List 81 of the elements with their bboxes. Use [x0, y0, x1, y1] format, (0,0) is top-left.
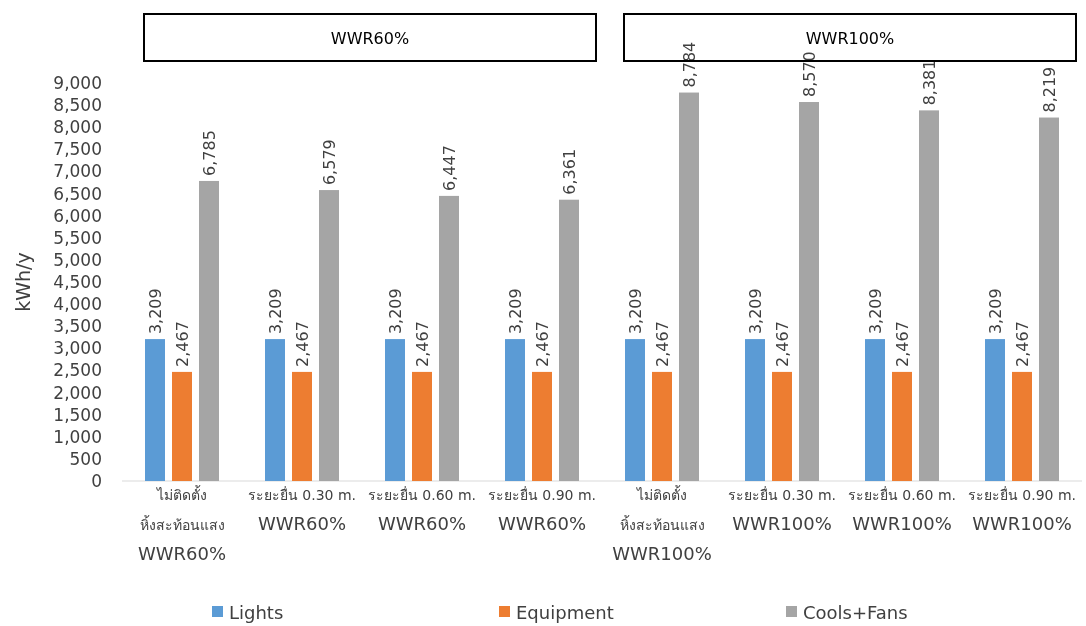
y-tick-label: 6,500 — [53, 183, 102, 204]
bar — [292, 371, 312, 481]
text: WWR60% — [330, 29, 410, 48]
y-tick-label: 5,000 — [53, 249, 102, 270]
bar — [439, 195, 459, 481]
y-tick-label: 2,500 — [53, 360, 102, 381]
y-tick-label: 7,500 — [53, 139, 102, 160]
bar — [505, 339, 525, 481]
data-label: 3,209 — [506, 288, 525, 335]
data-label: 6,447 — [440, 145, 459, 191]
y-tick-label: 8,500 — [53, 95, 102, 116]
data-label: 8,784 — [680, 41, 699, 88]
data-label: 3,209 — [266, 288, 285, 335]
data-label: 3,209 — [146, 288, 165, 335]
y-tick-label: 2,000 — [53, 382, 102, 403]
legend-label: Lights — [229, 602, 284, 623]
data-label: 2,467 — [293, 321, 312, 367]
data-label: 8,570 — [800, 51, 819, 98]
bar — [172, 371, 192, 481]
bar — [625, 339, 645, 481]
bar — [1039, 117, 1059, 481]
bar — [772, 371, 792, 481]
bar — [1012, 371, 1032, 481]
data-label: 8,219 — [1040, 66, 1059, 113]
data-label: 2,467 — [653, 321, 672, 367]
x-tick-label: ไม่ติดตั้ง หิ้งสะท้อนแสง WWR100% — [612, 485, 712, 564]
bar — [745, 339, 765, 481]
bar — [199, 180, 219, 481]
text: WWR100% — [805, 29, 895, 48]
data-label: 3,209 — [746, 288, 765, 335]
data-label: 3,209 — [626, 288, 645, 335]
data-label: 8,381 — [920, 59, 939, 106]
x-tick-label: ไม่ติดตั้ง หิ้งสะท้อนแสง WWR60% — [137, 485, 227, 564]
y-tick-label: 1,000 — [53, 426, 102, 447]
data-label: 3,209 — [866, 288, 885, 335]
bar — [865, 339, 885, 481]
x-tick-label: ระยะยื่น 0.30 m. WWR60% — [247, 486, 357, 534]
bar — [385, 339, 405, 481]
data-label: 2,467 — [173, 321, 192, 367]
data-label: 6,579 — [320, 139, 339, 186]
bar — [412, 371, 432, 481]
y-tick-label: 8,000 — [53, 117, 102, 138]
x-tick-label: ระยะยื่น 0.90 m. WWR100% — [967, 486, 1077, 534]
data-label: 2,467 — [773, 321, 792, 367]
data-label: 3,209 — [986, 288, 1005, 335]
bar — [892, 371, 912, 481]
x-tick-label: ระยะยื่น 0.90 m. WWR60% — [487, 486, 597, 534]
bar — [652, 371, 672, 481]
data-label: 2,467 — [893, 321, 912, 367]
bar — [319, 190, 339, 481]
y-tick-label: 0 — [91, 471, 102, 491]
bar — [985, 339, 1005, 481]
y-tick-label: 3,500 — [53, 316, 102, 337]
legend-label: Equipment — [516, 602, 614, 623]
bar — [145, 339, 165, 481]
y-tick-label: 9,000 — [53, 73, 102, 93]
y-tick-label: 4,000 — [53, 294, 102, 315]
bar — [799, 102, 819, 481]
data-label: 2,467 — [1013, 321, 1032, 367]
y-tick-label: 7,000 — [53, 161, 102, 182]
bar — [532, 371, 552, 481]
y-tick-label: 3,000 — [53, 338, 102, 359]
x-tick-label: ระยะยื่น 0.30 m. WWR100% — [727, 486, 837, 534]
bar — [265, 339, 285, 481]
y-tick-label: 6,000 — [53, 205, 102, 226]
data-label: 2,467 — [413, 321, 432, 367]
bar — [679, 92, 699, 481]
x-tick-label: ระยะยื่น 0.60 m. WWR60% — [367, 486, 477, 534]
y-tick-label: 1,500 — [53, 404, 102, 425]
x-tick-label: ระยะยื่น 0.60 m. WWR100% — [847, 486, 957, 534]
data-label: 6,361 — [560, 148, 579, 195]
y-axis-title: kWh/y — [12, 252, 34, 312]
y-tick-label: 500 — [69, 448, 102, 469]
legend-label: Cools+Fans — [803, 602, 908, 623]
data-label: 3,209 — [386, 288, 405, 335]
bar — [559, 199, 579, 481]
bar — [919, 110, 939, 481]
y-tick-label: 5,500 — [53, 227, 102, 248]
y-tick-label: 4,500 — [53, 272, 102, 292]
data-label: 6,785 — [200, 130, 219, 176]
data-label: 2,467 — [533, 321, 552, 367]
